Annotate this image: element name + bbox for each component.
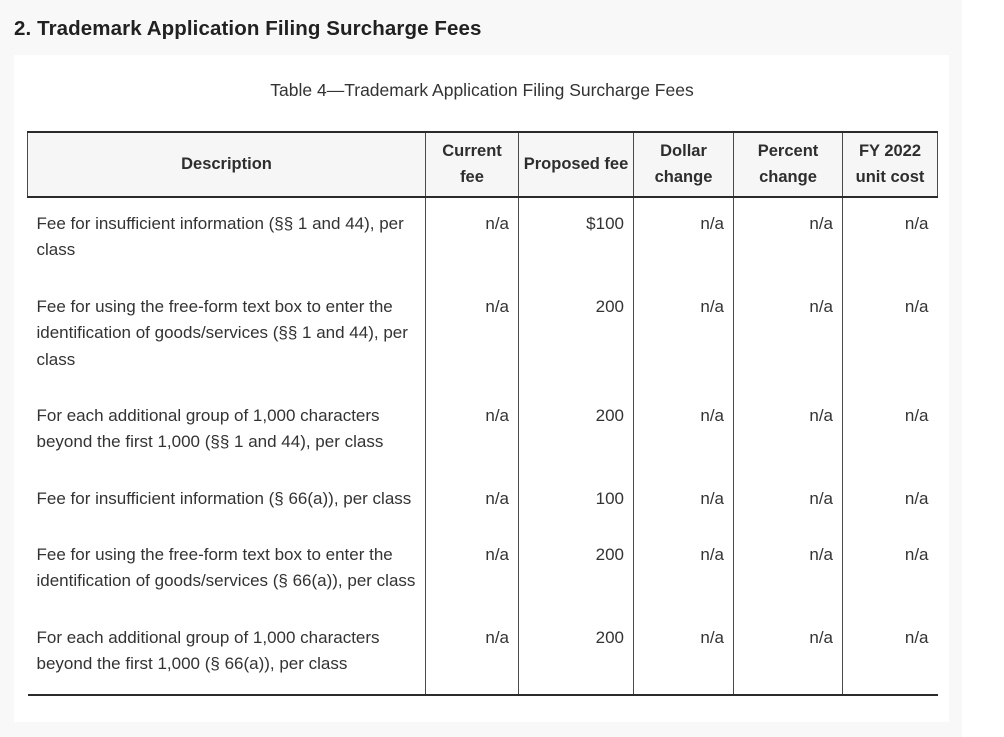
right-margin — [962, 0, 1004, 737]
cell-percent-change: n/a — [733, 389, 843, 473]
table-row: Fee for using the free-form text box to … — [27, 528, 938, 612]
cell-fy2022-unit-cost: n/a — [842, 472, 938, 529]
cell-dollar-change: n/a — [633, 389, 734, 473]
cell-percent-change: n/a — [733, 528, 843, 612]
cell-dollar-change: n/a — [633, 611, 734, 697]
section-heading: 2. Trademark Application Filing Surcharg… — [14, 17, 482, 40]
table-row: For each additional group of 1,000 chara… — [27, 389, 938, 473]
table-row: Fee for insufficient information (§ 66(a… — [27, 472, 938, 529]
cell-description: Fee for insufficient information (§ 66(a… — [27, 472, 426, 529]
table-row: Fee for insufficient information (§§ 1 a… — [27, 197, 938, 281]
cell-fy2022-unit-cost: n/a — [842, 280, 938, 390]
cell-dollar-change: n/a — [633, 280, 734, 390]
cell-proposed-fee: 100 — [518, 472, 634, 529]
cell-description: Fee for using the free-form text box to … — [27, 528, 426, 612]
cell-fy2022-unit-cost: n/a — [842, 528, 938, 612]
cell-proposed-fee: 200 — [518, 611, 634, 697]
cell-percent-change: n/a — [733, 472, 843, 529]
col-header-description: Description — [27, 130, 426, 199]
cell-dollar-change: n/a — [633, 528, 734, 612]
col-header-proposed-fee: Proposed fee — [518, 130, 634, 199]
cell-proposed-fee: $100 — [518, 197, 634, 281]
cell-description: For each additional group of 1,000 chara… — [27, 611, 426, 697]
cell-current-fee: n/a — [425, 472, 519, 529]
cell-fy2022-unit-cost: n/a — [842, 197, 938, 281]
cell-description: For each additional group of 1,000 chara… — [27, 389, 426, 473]
cell-percent-change: n/a — [733, 280, 843, 390]
cell-dollar-change: n/a — [633, 472, 734, 529]
cell-percent-change: n/a — [733, 611, 843, 697]
col-header-current-fee: Current fee — [425, 130, 519, 199]
cell-current-fee: n/a — [425, 389, 519, 473]
fees-table: Description Current fee Proposed fee Dol… — [27, 130, 938, 697]
cell-dollar-change: n/a — [633, 197, 734, 281]
cell-current-fee: n/a — [425, 197, 519, 281]
header-row: Description Current fee Proposed fee Dol… — [27, 130, 938, 199]
cell-fy2022-unit-cost: n/a — [842, 389, 938, 473]
table-caption: Table 4—Trademark Application Filing Sur… — [270, 80, 694, 100]
col-header-dollar-change: Dollar change — [633, 130, 734, 199]
cell-current-fee: n/a — [425, 611, 519, 697]
cell-fy2022-unit-cost: n/a — [842, 611, 938, 697]
col-header-percent-change: Percent change — [733, 130, 843, 199]
col-header-fy2022-unit-cost: FY 2022 unit cost — [842, 130, 938, 199]
cell-percent-change: n/a — [733, 197, 843, 281]
table-body: Fee for insufficient information (§§ 1 a… — [27, 197, 938, 697]
cell-proposed-fee: 200 — [518, 389, 634, 473]
table-row: Fee for using the free-form text box to … — [27, 280, 938, 390]
table-header: Description Current fee Proposed fee Dol… — [27, 130, 938, 199]
cell-description: Fee for insufficient information (§§ 1 a… — [27, 197, 426, 281]
cell-proposed-fee: 200 — [518, 280, 634, 390]
content-card: Table 4—Trademark Application Filing Sur… — [14, 55, 949, 722]
cell-current-fee: n/a — [425, 280, 519, 390]
cell-proposed-fee: 200 — [518, 528, 634, 612]
cell-description: Fee for using the free-form text box to … — [27, 280, 426, 390]
table-row: For each additional group of 1,000 chara… — [27, 611, 938, 697]
cell-current-fee: n/a — [425, 528, 519, 612]
